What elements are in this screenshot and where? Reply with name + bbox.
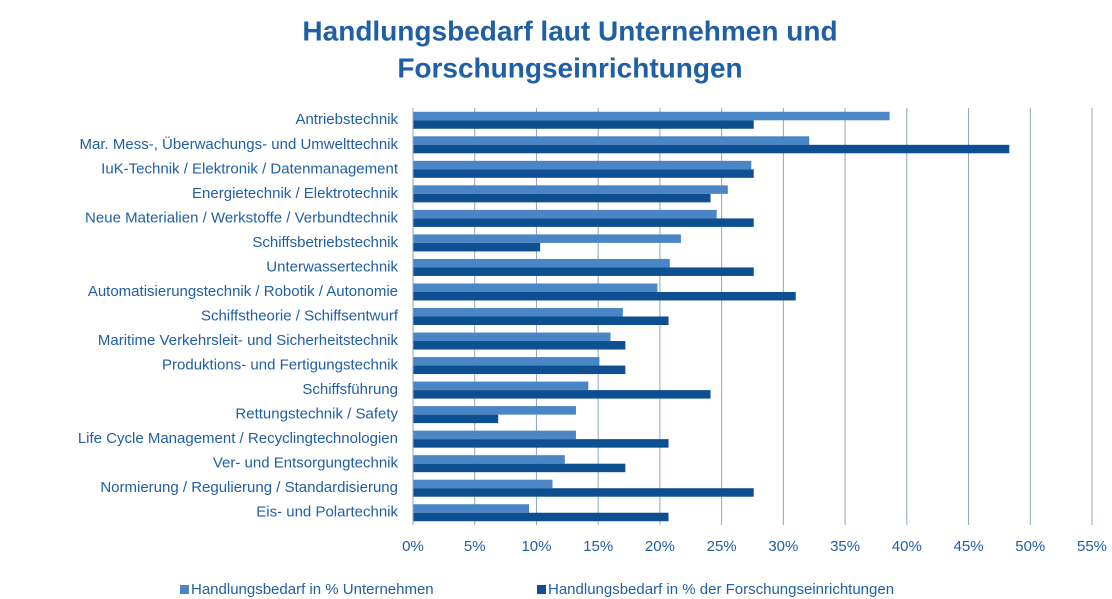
y-tick-label: Maritime Verkehrsleit- und Sicherheitste… <box>98 332 399 349</box>
bar <box>413 390 711 399</box>
y-tick-label: Unterwassertechnik <box>266 258 398 275</box>
x-tick-label: 0% <box>402 538 424 555</box>
bar <box>413 357 600 366</box>
bar <box>413 463 626 473</box>
y-tick-label: Produktions- und Fertigungstechnik <box>162 357 398 374</box>
chart-title: Handlungsbedarf laut Unternehmen und <box>302 15 837 46</box>
y-tick-label: Energietechnik / Elektrotechnik <box>192 185 398 202</box>
bar <box>413 308 623 317</box>
bar <box>413 455 565 464</box>
bar <box>413 160 752 170</box>
bar <box>413 439 669 448</box>
bar <box>413 381 589 391</box>
x-tick-label: 35% <box>830 538 860 555</box>
bar <box>413 414 499 424</box>
y-tick-label: Life Cycle Management / Recyclingtechnol… <box>78 430 398 447</box>
x-tick-label: 30% <box>768 538 798 555</box>
y-tick-label: Schiffsbetriebstechnik <box>252 234 398 251</box>
y-tick-label: Normierung / Regulierung / Standardisier… <box>100 479 398 496</box>
bar <box>413 332 611 342</box>
legend-swatch <box>537 585 546 594</box>
x-tick-label: 25% <box>707 538 737 555</box>
y-tick-label: Neue Materialien / Werkstoffe / Verbundt… <box>85 209 398 226</box>
bar <box>413 341 626 350</box>
chart-title: Forschungseinrichtungen <box>397 52 742 83</box>
bar <box>413 488 754 497</box>
legend-swatch <box>180 585 189 594</box>
y-tick-label: Antriebstechnik <box>295 111 398 128</box>
bar <box>413 169 754 178</box>
y-tick-label: IuK-Technik / Elektronik / Datenmanageme… <box>101 160 399 177</box>
bar <box>413 267 754 276</box>
x-tick-label: 15% <box>583 538 613 555</box>
x-tick-label: 10% <box>521 538 551 555</box>
x-tick-label: 50% <box>1015 538 1045 555</box>
legend-label: Handlungsbedarf in % Unternehmen <box>191 581 434 598</box>
x-tick-label: 55% <box>1077 538 1107 555</box>
bar <box>413 111 890 121</box>
y-tick-label: Automatisierungstechnik / Robotik / Auto… <box>88 283 398 300</box>
y-tick-label: Eis- und Polartechnik <box>256 504 398 521</box>
bar <box>413 218 754 227</box>
y-tick-label: Schiffstheorie / Schiffsentwurf <box>201 307 399 324</box>
bar <box>413 120 754 129</box>
x-tick-label: 40% <box>892 538 922 555</box>
bar <box>413 512 669 522</box>
x-tick-label: 5% <box>464 538 486 555</box>
bar <box>413 234 681 243</box>
x-tick-label: 20% <box>645 538 675 555</box>
y-tick-label: Rettungstechnik / Safety <box>235 406 398 423</box>
bar <box>413 479 553 489</box>
x-tick-label: 45% <box>954 538 984 555</box>
bar <box>413 406 576 415</box>
bar <box>413 430 576 440</box>
bar <box>413 242 541 252</box>
bar <box>413 258 670 268</box>
y-tick-label: Ver- und Entsorgungtechnik <box>213 455 399 472</box>
bar <box>413 365 626 375</box>
legend-label: Handlungsbedarf in % der Forschungseinri… <box>548 581 894 598</box>
bar <box>413 283 658 292</box>
bar <box>413 291 796 301</box>
bar <box>413 136 810 145</box>
y-tick-label: Mar. Mess-, Überwachungs- und Umwelttech… <box>80 135 399 153</box>
y-tick-label: Schiffsführung <box>302 381 398 398</box>
bar <box>413 209 717 219</box>
bar <box>413 504 530 513</box>
bar <box>413 193 711 203</box>
bar <box>413 316 669 325</box>
bar <box>413 144 1010 154</box>
bar <box>413 185 728 194</box>
